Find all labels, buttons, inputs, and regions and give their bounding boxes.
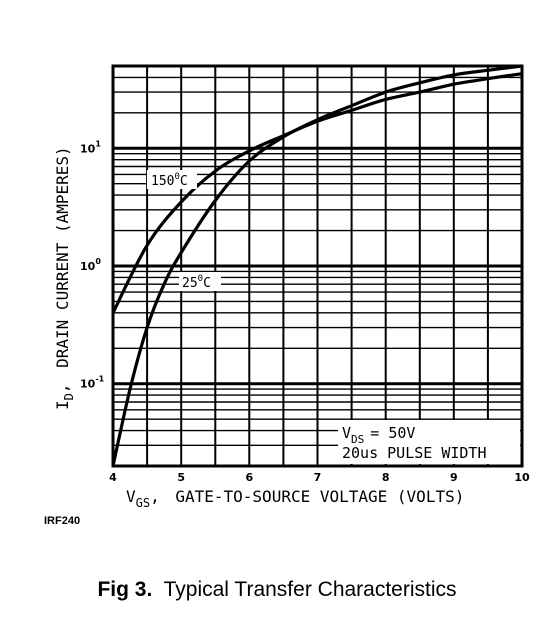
- series-curves: [111, 64, 523, 467]
- label-box-25c: [179, 272, 221, 291]
- y-tick-label: 100: [80, 257, 101, 273]
- series-label-150c: 1500C: [151, 172, 188, 189]
- figure-caption: Fig 3. Typical Transfer Characteristics: [0, 578, 554, 602]
- part-number: IRF240: [44, 515, 81, 527]
- figure-number: Fig 3.: [97, 578, 153, 601]
- x-axis-label: VGS, GATE-TO-SOURCE VOLTAGE (VOLTS): [126, 487, 464, 510]
- y-tick-label: 10-1: [80, 375, 105, 391]
- figure-title: Typical Transfer Characteristics: [163, 578, 457, 601]
- conditions-box: [338, 420, 520, 464]
- x-tick-labels: 4 5 6 7 8 9 10: [109, 471, 530, 484]
- x-tick-label: 6: [245, 471, 253, 484]
- x-tick-label: 4: [109, 471, 117, 484]
- series-label-25c: 250C: [182, 274, 211, 291]
- y-tick-label: 101: [80, 139, 101, 155]
- x-tick-label: 9: [450, 471, 458, 484]
- x-tick-label: 8: [382, 471, 390, 484]
- x-tick-label: 5: [177, 471, 185, 484]
- x-tick-label: 10: [514, 471, 530, 484]
- transfer-characteristics-chart: 1500C 250C VDS = 50V 20us PULSE WIDTH 4 5 6…: [53, 64, 530, 510]
- plot-frame: [111, 64, 524, 468]
- x-tick-label: 7: [314, 471, 322, 484]
- y-tick-labels: 101 100 10-1: [80, 139, 105, 390]
- pulse-annotation: 20us PULSE WIDTH: [342, 444, 487, 462]
- grid: [113, 66, 522, 466]
- series-line-25c: [111, 64, 523, 467]
- vds-annotation: VDS = 50V: [342, 424, 415, 446]
- label-box-150c: [147, 170, 197, 189]
- y-axis-label: ID, DRAIN CURRENT (AMPERES): [53, 146, 76, 410]
